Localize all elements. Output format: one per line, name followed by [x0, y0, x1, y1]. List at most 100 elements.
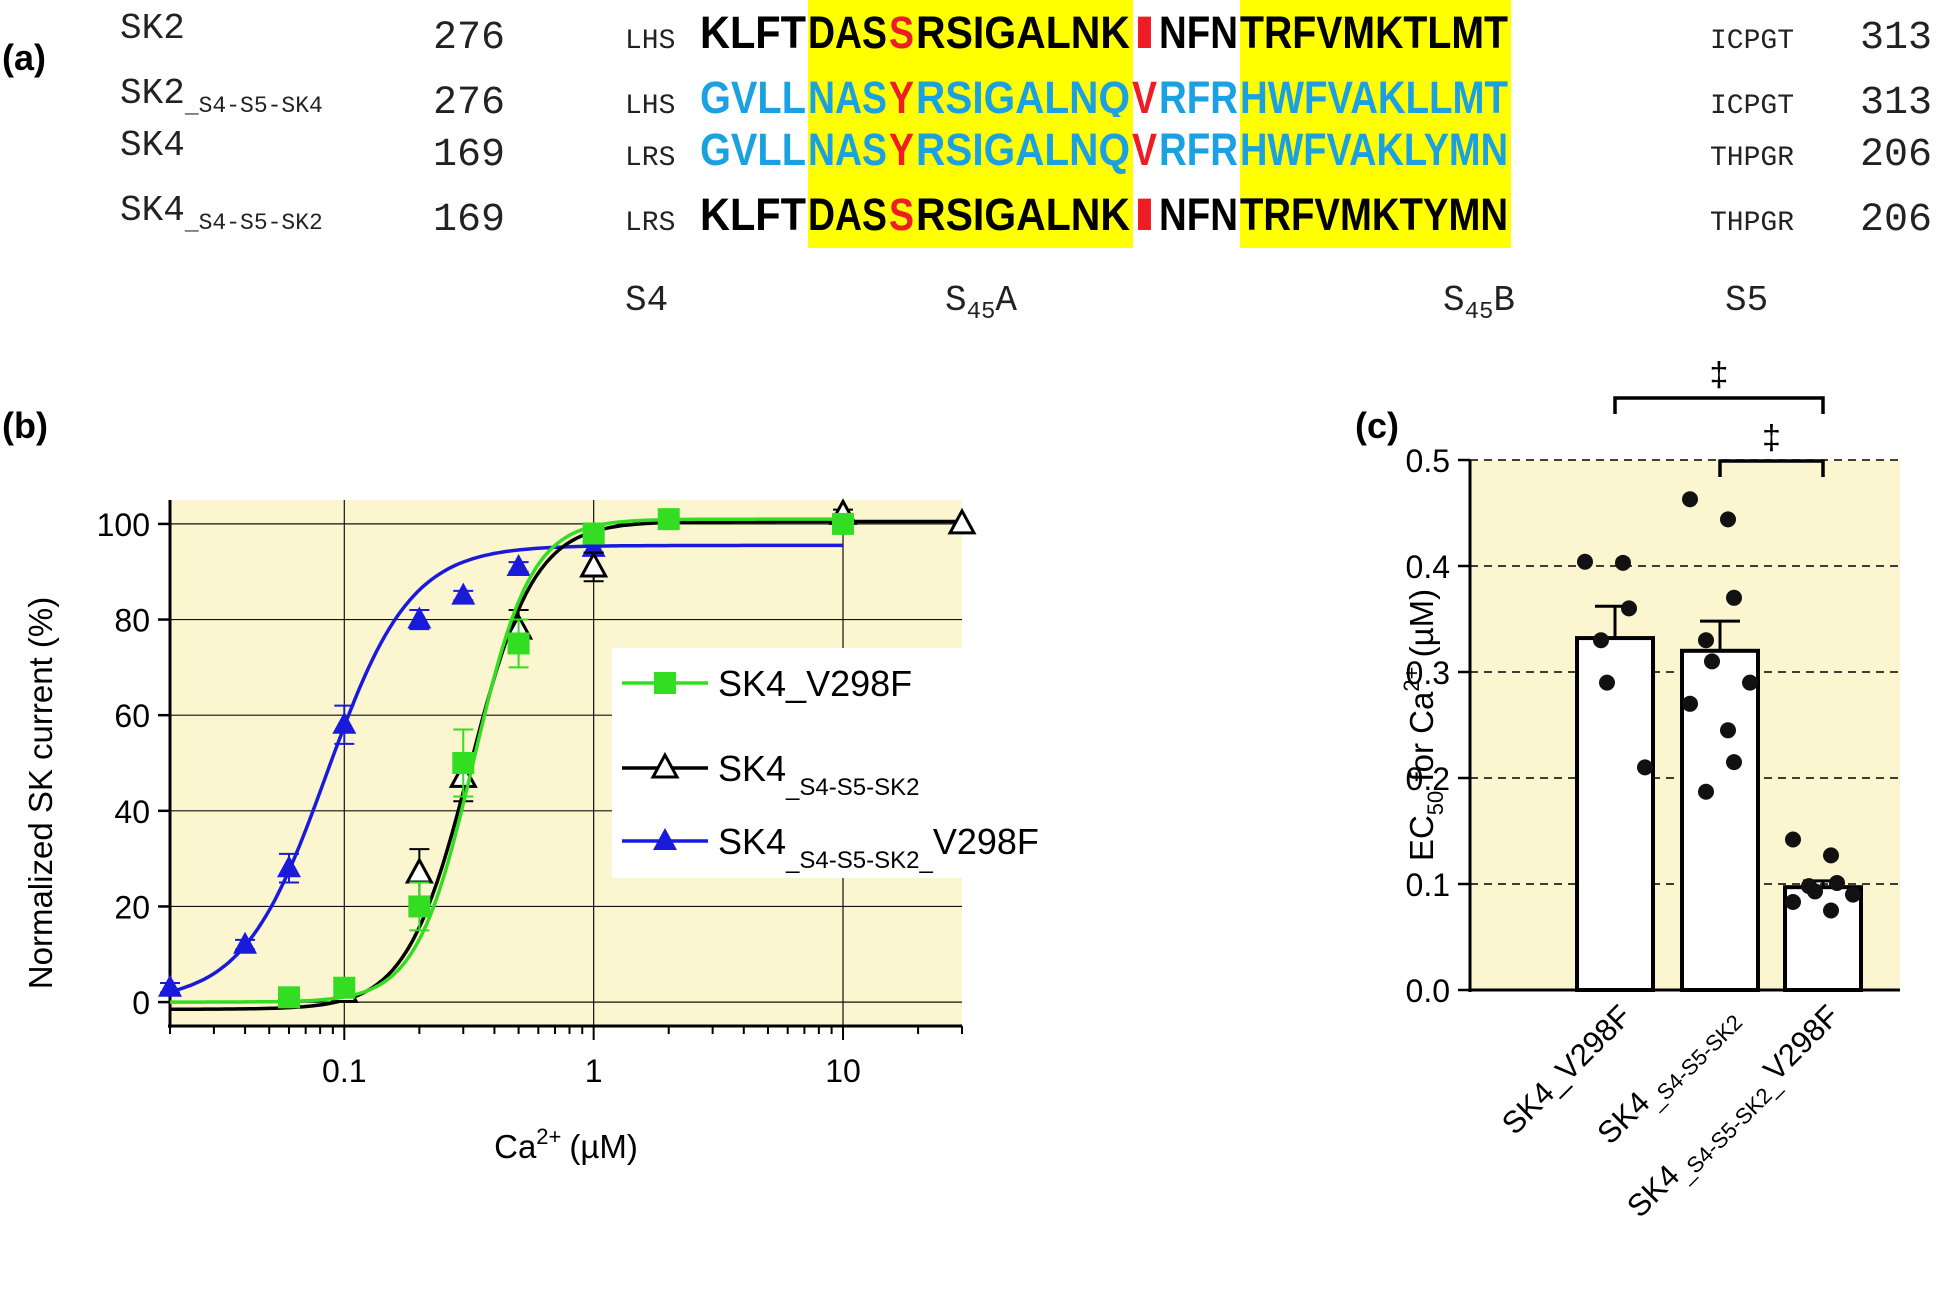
data-point-series-2: [506, 553, 531, 576]
sequence-segment: GVLL: [700, 124, 806, 175]
end-residue-number: 313: [1860, 16, 1932, 61]
data-point: [1845, 886, 1861, 903]
data-point-series-0: [333, 976, 356, 999]
data-point-series-2: [158, 974, 182, 997]
panel-label-a: (a): [2, 37, 46, 78]
legend-label-main: SK4: [718, 748, 786, 789]
flanking-residues-right: THPGR: [1710, 143, 1794, 174]
legend-marker: [654, 672, 676, 694]
region-label: S45B: [1443, 280, 1515, 326]
legend-label: SK4_S4-S5-SK2_V298F: [718, 821, 1039, 874]
highlight-block: [889, 117, 917, 183]
data-point: [1720, 722, 1736, 739]
data-point: [1720, 511, 1736, 528]
sequence-name: SK4: [120, 125, 185, 166]
region-label-tail: A: [995, 280, 1017, 321]
end-residue-number: 206: [1860, 133, 1932, 178]
legend-label-tail: V298F: [933, 821, 1039, 862]
data-point: [1823, 847, 1839, 864]
data-point-series-0: [408, 895, 431, 918]
data-point: [1807, 883, 1823, 900]
data-point: [1599, 674, 1615, 691]
data-point-series-1: [579, 550, 609, 578]
highlight-block: [889, 182, 917, 248]
legend-label-subscript: _S4-S5-SK2_: [785, 847, 933, 874]
sequence-segment: NAS: [808, 72, 887, 123]
bar: [1575, 636, 1655, 993]
flanking-residues-left: LHS: [625, 26, 675, 57]
flanking-residues-right: ICPGT: [1710, 91, 1794, 122]
sequence-segment: NAS: [808, 124, 887, 175]
y-tick-label: 100: [97, 507, 150, 543]
y-tick-label: 20: [114, 889, 150, 925]
data-point-series-0: [832, 512, 855, 535]
category-label-tail: V298F: [1757, 998, 1846, 1087]
y-axis-label: Normalized SK current (%): [22, 597, 59, 989]
highlight-block: [889, 0, 917, 66]
fit-curve-series-2: [170, 543, 843, 994]
region-label-subscript: 45: [1465, 299, 1494, 326]
category-label-subscript: _S4-S5-SK2_: [1672, 1074, 1786, 1188]
x-tick-label: 10: [825, 1053, 861, 1089]
flanking-residues-right: THPGR: [1710, 208, 1794, 239]
legend: SK4_V298FSK4_S4-S5-SK2SK4_S4-S5-SK2_V298…: [612, 648, 1134, 878]
start-residue-number: 276: [433, 81, 505, 126]
legend-label: SK4_V298F: [718, 663, 912, 704]
y-axis-label: EC50 for Ca2+ (µM): [1399, 589, 1448, 861]
region-label-tail: B: [1493, 280, 1515, 321]
data-point: [1682, 491, 1698, 508]
data-point: [1823, 902, 1839, 919]
data-point-series-0: [582, 522, 605, 545]
data-point-series-2: [581, 534, 606, 557]
y-axis-label-subscript: 50: [1423, 791, 1448, 815]
y-tick-label: 0.2: [1406, 761, 1450, 797]
sequence-segment: RSIGALNQ: [916, 124, 1130, 175]
end-residue-number: 206: [1860, 198, 1932, 243]
legend-label-main: SK4: [718, 821, 786, 862]
start-residue-number: 169: [433, 198, 505, 243]
y-tick-label: 0.3: [1406, 655, 1450, 691]
sequence-segment: RSIGALNQ: [916, 72, 1130, 123]
sequence-segment: TRFVMKTYMN: [1240, 189, 1508, 240]
start-residue-number: 169: [433, 133, 505, 178]
sequence-name-main: SK2: [120, 73, 185, 114]
x-axis-label-superscript: 2+: [536, 1124, 561, 1149]
category-label-subscript: _S4-S5-SK2: [1642, 1010, 1747, 1115]
highlight-block: [916, 0, 1133, 66]
sequence-segment: S: [889, 7, 914, 58]
x-tick-label: 1: [585, 1053, 603, 1089]
significance-marker: ‡: [1710, 356, 1729, 394]
sequence-name: SK2_S4-S5-SK4: [120, 73, 323, 119]
panel-label-c: (c): [1355, 405, 1399, 446]
sequence-segment: DAS: [808, 189, 887, 240]
region-label-main: S: [1443, 280, 1465, 321]
sequence-segment: Y: [889, 124, 914, 175]
legend-label-subscript: _S4-S5-SK2: [785, 774, 919, 801]
data-point: [1621, 600, 1637, 617]
highlight-block: [916, 117, 1133, 183]
sequence-name-subscript: _S4-S5-SK4: [184, 93, 323, 119]
data-point-series-0: [452, 752, 475, 774]
region-label-main: S4: [625, 280, 668, 321]
sequence-segment: V: [1132, 124, 1157, 175]
region-label: S5: [1725, 280, 1768, 321]
sequence-segment: NFN: [1159, 7, 1238, 58]
y-tick-label: 0.4: [1406, 549, 1450, 585]
sequence-segment: RFR: [1159, 124, 1238, 175]
sequence-segment: I: [1132, 7, 1157, 58]
sequence-segment: I: [1132, 189, 1157, 240]
y-tick-label: 40: [114, 794, 150, 830]
sequence-segment: RFR: [1159, 72, 1238, 123]
data-point: [1682, 695, 1698, 712]
highlight-block: [1240, 117, 1511, 183]
sequence-segment: HWFVAKLLMT: [1240, 72, 1508, 123]
y-tick-label: 0.1: [1406, 867, 1450, 903]
highlight-block: [808, 0, 890, 66]
significance-bracket: [1613, 396, 1825, 414]
flanking-residues-left: LRS: [625, 208, 675, 239]
data-point: [1698, 632, 1714, 649]
sequence-name-main: SK4: [120, 125, 185, 166]
data-point: [1742, 674, 1758, 691]
